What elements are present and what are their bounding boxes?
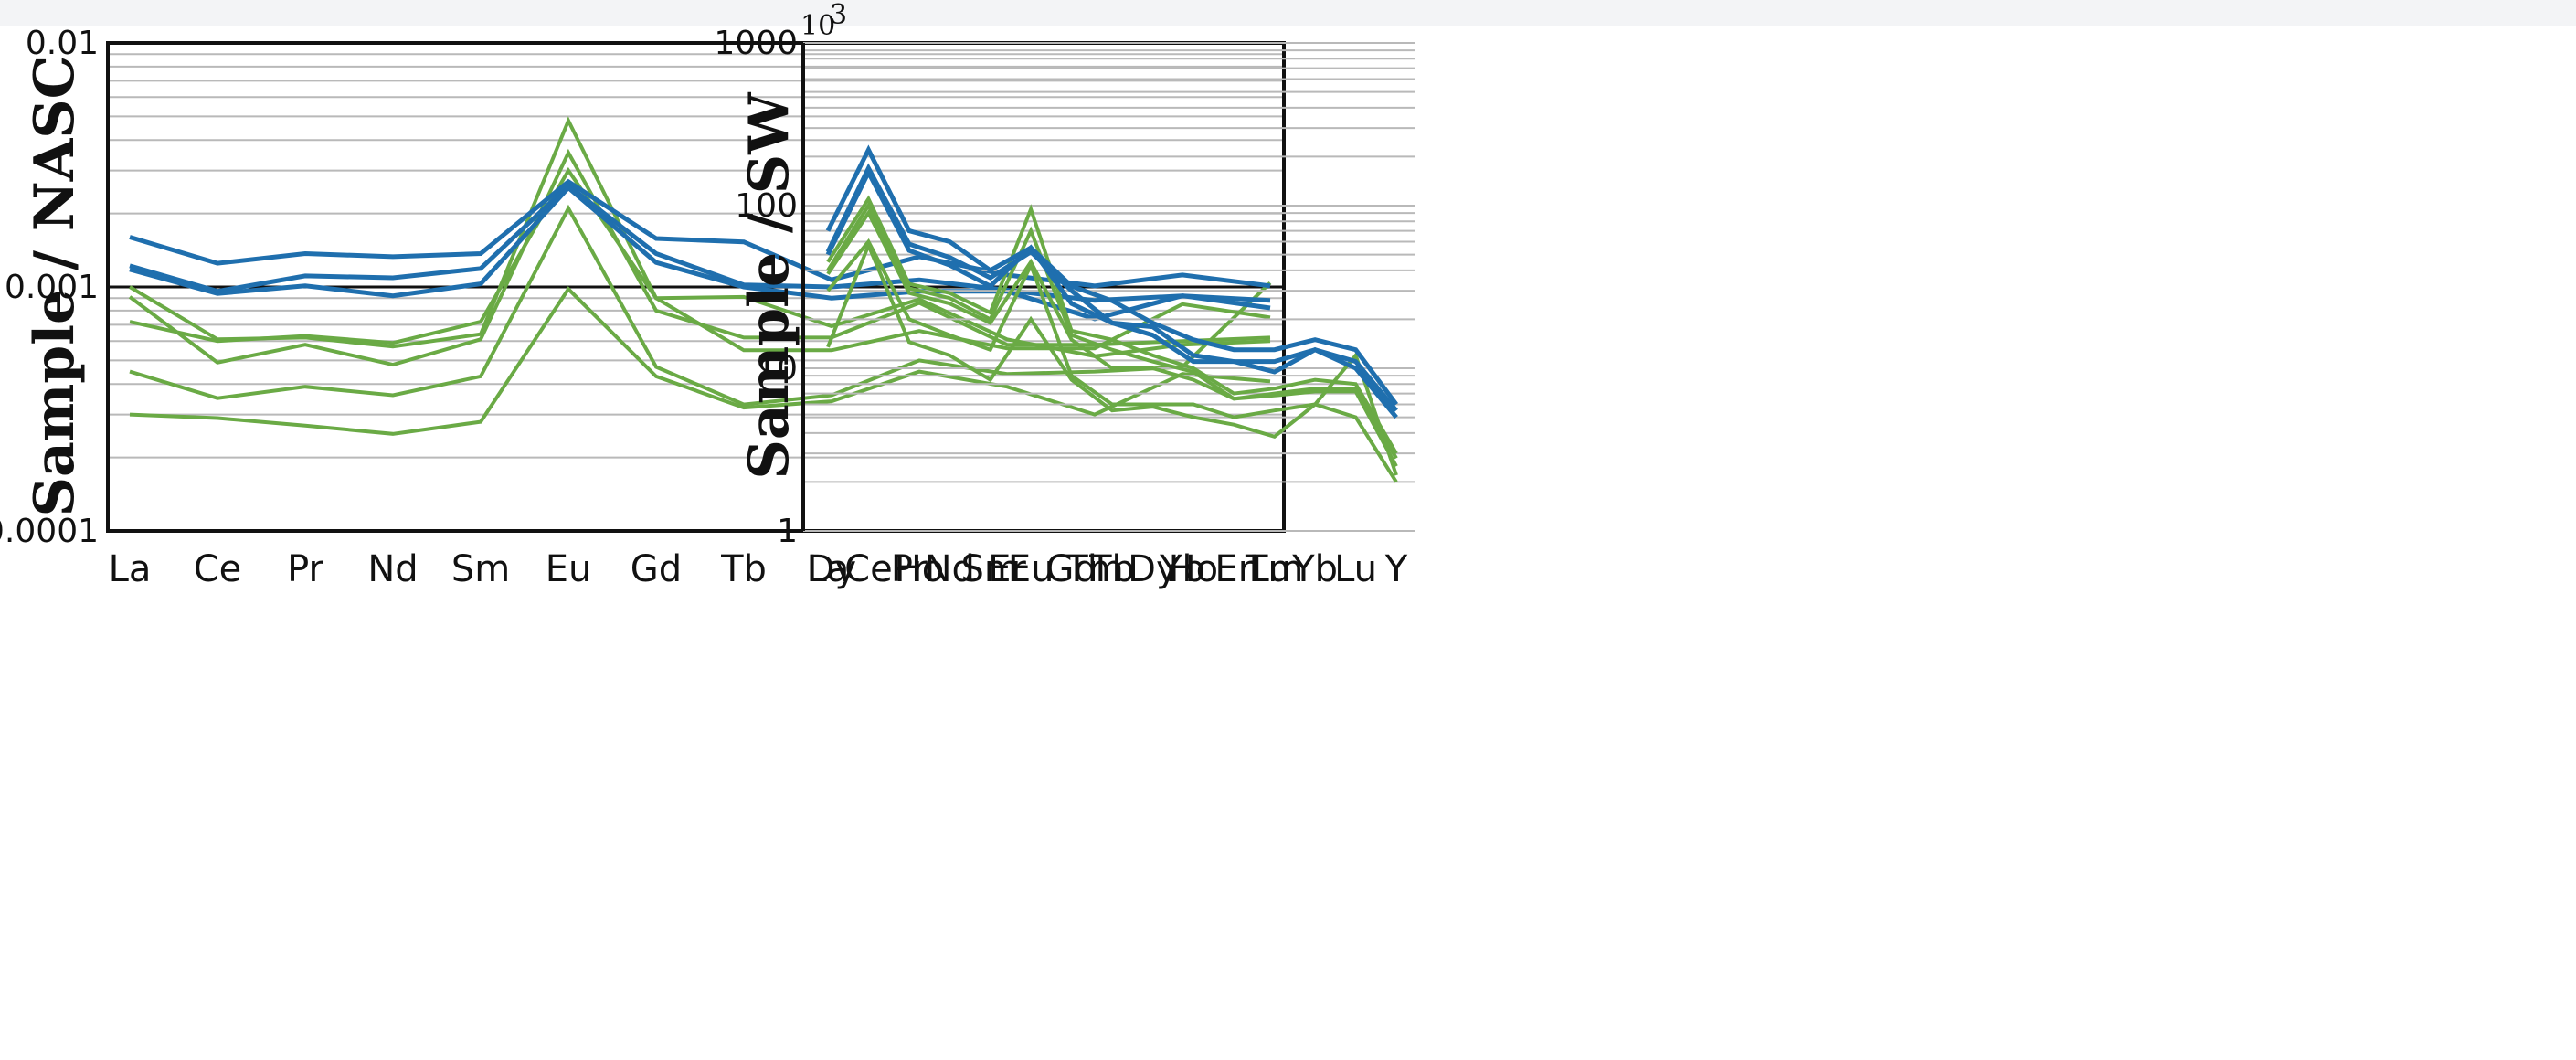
series-line-blue-3	[825, 167, 1398, 419]
x-tick-label-Ho: Ho	[895, 548, 945, 590]
x-tick-label-La: La	[109, 548, 152, 590]
sw-ytick-label: 1	[777, 513, 798, 550]
nasc-ytick-label: 0.01	[26, 25, 99, 62]
x-tick-label-Sm: Sm	[961, 548, 1020, 590]
x-tick-label-Tm: Tm	[1065, 548, 1123, 590]
x-tick-label-Pr: Pr	[891, 548, 928, 590]
sw-grid	[803, 42, 1415, 532]
x-tick-label-Y: Y	[1384, 548, 1408, 590]
series-line-green-2	[826, 201, 1398, 460]
x-tick-label-Er: Er	[988, 548, 1026, 590]
series-line-green-5	[826, 240, 1398, 483]
x-tick-label-Dy: Dy	[1128, 548, 1177, 590]
x-tick-label-Tm: Tm	[1245, 548, 1303, 590]
x-tick-label-La: La	[807, 548, 850, 590]
sw-ytick-label: 10	[756, 350, 798, 387]
x-tick-label-Pr: Pr	[287, 548, 323, 590]
nasc-ytick-label: 0.0001	[0, 513, 99, 550]
x-tick-label-Yb: Yb	[1159, 548, 1205, 590]
nasc-y-axis-label: Sample / NASC	[23, 56, 87, 517]
series-line-green-4	[826, 238, 1398, 476]
x-tick-label-Eu: Eu	[546, 548, 592, 590]
x-tick-label-Gd: Gd	[1045, 548, 1097, 590]
x-tick-label-Yb: Yb	[1291, 548, 1338, 590]
x-tick-label-Ce: Ce	[194, 548, 242, 590]
series-line-blue-1	[129, 178, 1271, 289]
series-line-green-3	[826, 209, 1398, 468]
x-tick-label-Lu: Lu	[1334, 548, 1377, 590]
series-line-green-2	[128, 148, 1271, 367]
x-tick-label-Dy: Dy	[807, 548, 856, 590]
sw-normalized-chart: 1000 100 10 1 10 3 LaCePrNdSmEuGdTbDyHoE…	[714, 0, 1415, 590]
x-tick-label-Tb: Tb	[1088, 548, 1135, 590]
x-tick-label-Er: Er	[1214, 548, 1253, 590]
series-line-blue-3	[129, 185, 1271, 322]
sw-series	[825, 144, 1399, 483]
nasc-plot-frame	[106, 41, 1286, 533]
series-line-green-1	[826, 195, 1398, 455]
sw-multiplier-exponent: 3	[830, 0, 847, 31]
nasc-x-tick-labels: La Ce Pr Nd Sm Eu Gd Tb Dy Ho Er Tm Yb Lu	[109, 548, 1292, 590]
x-tick-label-Eu: Eu	[1008, 548, 1055, 590]
series-line-green-4	[129, 204, 1272, 407]
x-tick-label-Tb: Tb	[720, 548, 767, 590]
x-tick-label-Ce: Ce	[844, 548, 893, 590]
series-line-green-3	[129, 166, 1271, 353]
sw-y-axis-label: Sample / SW	[737, 91, 801, 480]
series-line-green-5	[129, 286, 1271, 436]
top-band	[0, 0, 2576, 26]
x-tick-label-Lu: Lu	[1249, 548, 1292, 590]
x-tick-label-Ho: Ho	[1169, 548, 1219, 590]
x-tick-label-Nd: Nd	[367, 548, 418, 590]
nasc-series	[128, 116, 1272, 436]
x-tick-label-Gd: Gd	[631, 548, 682, 590]
nasc-normalized-chart: 0.01 0.001 0.0001 LaCePrNdSmEuGdTbDyHoEr…	[0, 25, 1291, 590]
x-tick-label-Nd: Nd	[925, 548, 975, 590]
x-tick-label-Sm: Sm	[451, 548, 510, 590]
sw-multiplier-label: 10	[800, 10, 835, 42]
nasc-ytick-label: 0.001	[5, 269, 99, 306]
sw-ytick-label: 1000	[714, 25, 798, 62]
series-line-green-1	[128, 116, 1271, 358]
sw-ytick-label: 100	[735, 187, 798, 225]
series-line-blue-1	[825, 144, 1399, 406]
